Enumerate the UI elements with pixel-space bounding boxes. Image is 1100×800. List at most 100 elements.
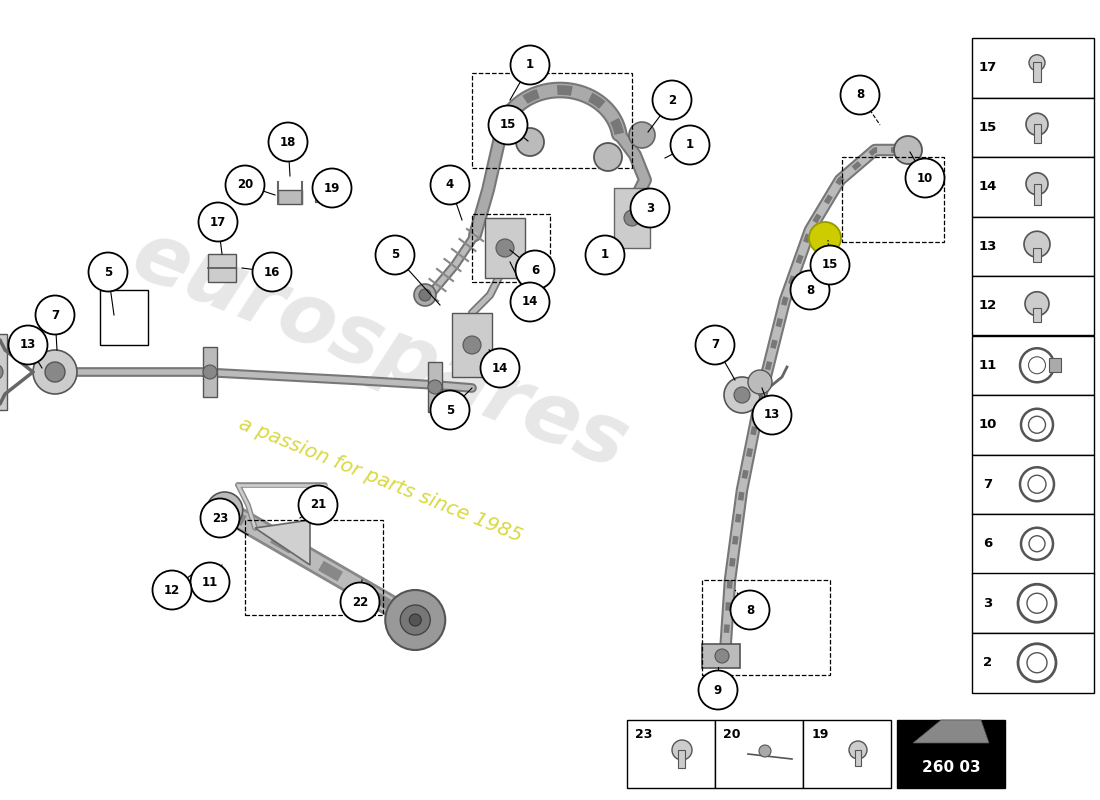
Text: 17: 17: [979, 62, 997, 74]
Bar: [842, 157, 944, 242]
Bar: [702, 644, 740, 668]
Circle shape: [671, 126, 710, 165]
Circle shape: [198, 202, 238, 242]
Text: 15: 15: [822, 258, 838, 271]
Bar: [208, 254, 236, 282]
Bar: [855, 750, 861, 766]
Bar: [972, 335, 1094, 395]
Text: 19: 19: [812, 729, 828, 742]
Bar: [972, 633, 1094, 693]
Text: 14: 14: [492, 362, 508, 374]
Bar: [715, 720, 803, 788]
Bar: [614, 188, 650, 248]
Circle shape: [430, 390, 470, 430]
Text: 9: 9: [714, 683, 722, 697]
Text: 1: 1: [686, 138, 694, 151]
Circle shape: [190, 562, 230, 602]
Bar: [472, 73, 632, 168]
Bar: [1033, 248, 1041, 262]
Circle shape: [594, 143, 621, 171]
Text: 12: 12: [979, 299, 997, 312]
Bar: [972, 276, 1094, 335]
Text: 22: 22: [352, 595, 368, 609]
Circle shape: [652, 81, 692, 119]
Circle shape: [624, 210, 640, 226]
Bar: [485, 218, 525, 278]
Bar: [315, 192, 331, 202]
Bar: [803, 720, 891, 788]
Circle shape: [153, 570, 191, 610]
Circle shape: [204, 365, 217, 379]
Bar: [972, 217, 1094, 276]
Circle shape: [510, 282, 550, 322]
Circle shape: [849, 741, 867, 759]
Bar: [627, 720, 715, 788]
Text: 19: 19: [323, 182, 340, 194]
Text: 6: 6: [531, 263, 539, 277]
Text: 20: 20: [236, 178, 253, 191]
Text: a passion for parts since 1985: a passion for parts since 1985: [235, 414, 525, 546]
Circle shape: [35, 295, 75, 334]
Circle shape: [207, 492, 243, 528]
Circle shape: [298, 486, 338, 525]
Text: 11: 11: [202, 575, 218, 589]
Circle shape: [811, 246, 849, 285]
Text: 15: 15: [499, 118, 516, 131]
Circle shape: [724, 377, 760, 413]
Bar: [702, 580, 830, 675]
Bar: [972, 574, 1094, 633]
Circle shape: [375, 235, 415, 274]
Circle shape: [1024, 231, 1050, 258]
Bar: [428, 362, 442, 412]
Text: 6: 6: [983, 538, 992, 550]
Bar: [972, 454, 1094, 514]
Circle shape: [419, 289, 431, 301]
Text: 2: 2: [668, 94, 676, 106]
Circle shape: [791, 270, 829, 310]
Circle shape: [1025, 292, 1049, 316]
Text: 18: 18: [279, 135, 296, 149]
Text: 16: 16: [264, 266, 280, 278]
Circle shape: [385, 590, 446, 650]
Bar: [278, 190, 303, 204]
Text: 8: 8: [746, 603, 755, 617]
Text: 20: 20: [723, 729, 740, 742]
Text: 5: 5: [390, 249, 399, 262]
Text: 23: 23: [212, 511, 228, 525]
Circle shape: [905, 158, 945, 198]
Circle shape: [516, 250, 554, 290]
Circle shape: [414, 284, 436, 306]
Text: 23: 23: [636, 729, 652, 742]
Text: 1: 1: [601, 249, 609, 262]
Text: 11: 11: [979, 358, 997, 372]
Circle shape: [1028, 54, 1045, 70]
Text: 10: 10: [917, 171, 933, 185]
Bar: [204, 347, 217, 397]
Bar: [679, 750, 685, 768]
Circle shape: [752, 395, 792, 434]
Bar: [972, 157, 1094, 217]
Circle shape: [840, 75, 880, 114]
Text: 5: 5: [446, 403, 454, 417]
Polygon shape: [913, 720, 989, 743]
Circle shape: [314, 188, 323, 198]
Text: 7: 7: [51, 309, 59, 322]
Bar: [896, 720, 1005, 788]
Circle shape: [516, 128, 544, 156]
Bar: [1049, 358, 1061, 372]
Circle shape: [488, 106, 528, 145]
Text: 5: 5: [103, 266, 112, 278]
Bar: [1033, 62, 1041, 82]
Circle shape: [630, 189, 670, 227]
Text: 2: 2: [983, 656, 992, 670]
Text: eurospares: eurospares: [121, 214, 639, 486]
Circle shape: [1026, 114, 1048, 135]
Circle shape: [268, 122, 308, 162]
Text: 1: 1: [526, 58, 535, 71]
Circle shape: [400, 605, 430, 635]
Bar: [0, 334, 7, 410]
Circle shape: [88, 253, 128, 291]
Text: 3: 3: [983, 597, 992, 610]
Bar: [1034, 124, 1041, 143]
Bar: [245, 520, 383, 615]
